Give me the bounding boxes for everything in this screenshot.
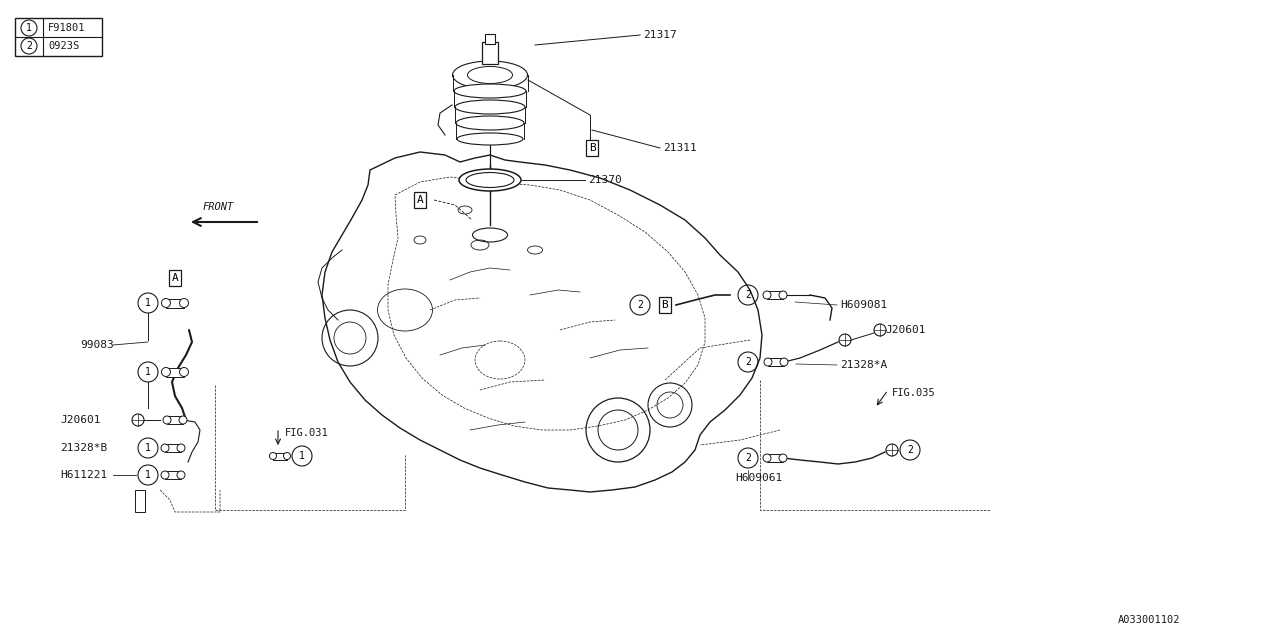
Text: 1: 1 (145, 470, 151, 480)
Ellipse shape (454, 84, 526, 98)
Bar (165, 471, 180, 479)
Text: F91801: F91801 (49, 23, 86, 33)
Circle shape (177, 444, 186, 452)
Text: H609061: H609061 (735, 473, 782, 483)
Text: A: A (172, 273, 178, 283)
Circle shape (763, 291, 771, 299)
Circle shape (780, 291, 787, 299)
Circle shape (886, 444, 899, 456)
Bar (767, 454, 783, 462)
Circle shape (283, 452, 291, 460)
Bar (166, 298, 184, 307)
Text: A: A (416, 195, 424, 205)
Bar (273, 452, 287, 460)
Circle shape (764, 358, 772, 366)
Ellipse shape (457, 133, 524, 145)
Text: 21311: 21311 (663, 143, 696, 153)
Text: FIG.035: FIG.035 (892, 388, 936, 398)
Circle shape (179, 298, 188, 307)
Ellipse shape (467, 67, 512, 83)
Text: 21370: 21370 (588, 175, 622, 185)
Text: A033001102: A033001102 (1117, 615, 1180, 625)
Circle shape (161, 444, 169, 452)
Text: 21328*B: 21328*B (60, 443, 108, 453)
Text: H609081: H609081 (840, 300, 887, 310)
Circle shape (161, 471, 169, 479)
Bar (767, 291, 783, 299)
Text: 21317: 21317 (643, 30, 677, 40)
Text: J20601: J20601 (60, 415, 101, 425)
Bar (768, 358, 783, 366)
Circle shape (161, 367, 170, 376)
Bar (134, 490, 145, 512)
Text: 1: 1 (26, 23, 32, 33)
Text: 2: 2 (908, 445, 913, 455)
Ellipse shape (454, 100, 525, 114)
Bar (485, 34, 495, 44)
Circle shape (780, 454, 787, 462)
Circle shape (763, 454, 771, 462)
Text: B: B (589, 143, 595, 153)
Text: H611221: H611221 (60, 470, 108, 480)
Circle shape (161, 298, 170, 307)
Text: FIG.031: FIG.031 (285, 428, 329, 438)
Ellipse shape (466, 173, 515, 188)
Text: 2: 2 (745, 357, 751, 367)
Circle shape (179, 367, 188, 376)
Bar (165, 444, 180, 452)
Bar (166, 367, 184, 376)
Text: 2: 2 (745, 290, 751, 300)
Text: B: B (662, 300, 668, 310)
Text: 1: 1 (300, 451, 305, 461)
Text: 2: 2 (26, 41, 32, 51)
Text: 2: 2 (637, 300, 643, 310)
Bar (483, 42, 498, 64)
Text: 2: 2 (745, 453, 751, 463)
Circle shape (163, 416, 172, 424)
Circle shape (179, 416, 187, 424)
Circle shape (177, 471, 186, 479)
Circle shape (874, 324, 886, 336)
Ellipse shape (456, 116, 524, 130)
Text: 21328*A: 21328*A (840, 360, 887, 370)
Ellipse shape (460, 169, 521, 191)
Ellipse shape (453, 61, 527, 89)
Bar (15, 18, 102, 56)
Bar (166, 416, 183, 424)
Text: J20601: J20601 (884, 325, 925, 335)
Text: 99083: 99083 (79, 340, 114, 350)
Text: FRONT: FRONT (202, 202, 234, 212)
Text: 0923S: 0923S (49, 41, 79, 51)
Circle shape (838, 334, 851, 346)
Circle shape (270, 452, 276, 460)
Text: 1: 1 (145, 298, 151, 308)
Text: 1: 1 (145, 367, 151, 377)
Circle shape (132, 414, 143, 426)
Text: 1: 1 (145, 443, 151, 453)
Circle shape (780, 358, 788, 366)
